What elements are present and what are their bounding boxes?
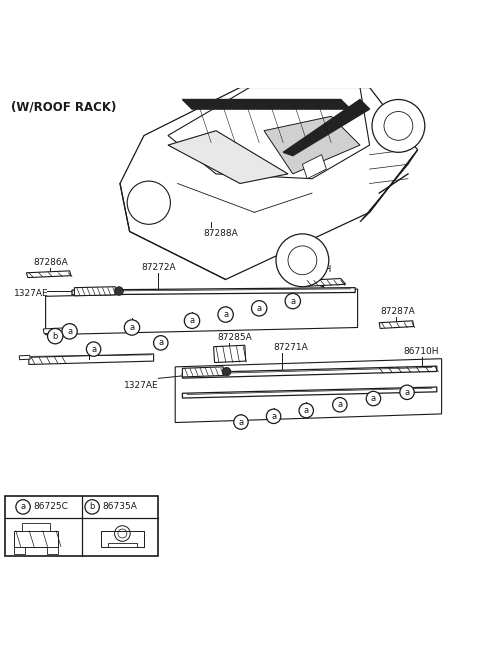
Text: a: a [21, 502, 25, 512]
Circle shape [222, 367, 231, 376]
Polygon shape [182, 366, 437, 378]
Polygon shape [360, 150, 418, 222]
Polygon shape [120, 88, 418, 280]
Circle shape [252, 301, 267, 316]
Text: a: a [257, 304, 262, 313]
Text: a: a [158, 339, 163, 347]
Circle shape [299, 403, 313, 418]
Text: a: a [239, 417, 243, 426]
Circle shape [372, 100, 425, 153]
Text: b: b [52, 331, 58, 341]
Polygon shape [29, 354, 154, 364]
Circle shape [154, 335, 168, 350]
Circle shape [62, 324, 77, 339]
Text: a: a [271, 412, 276, 421]
Text: a: a [223, 310, 228, 319]
Polygon shape [108, 542, 137, 546]
Text: 86720H: 86720H [297, 265, 332, 274]
Circle shape [184, 313, 200, 328]
Circle shape [115, 287, 123, 295]
Circle shape [333, 398, 347, 412]
Polygon shape [47, 546, 58, 554]
Polygon shape [19, 356, 30, 360]
Polygon shape [182, 387, 437, 398]
Text: a: a [304, 406, 309, 415]
Polygon shape [72, 288, 355, 295]
Text: 86710H: 86710H [403, 347, 439, 356]
Polygon shape [302, 278, 346, 286]
Polygon shape [214, 345, 246, 362]
Circle shape [234, 415, 248, 429]
Circle shape [276, 234, 329, 287]
Polygon shape [182, 367, 223, 377]
Polygon shape [14, 531, 58, 546]
Circle shape [400, 385, 414, 400]
Text: 87288A: 87288A [204, 229, 238, 238]
Text: a: a [337, 400, 342, 409]
Text: 86725C: 86725C [34, 502, 69, 512]
Text: a: a [290, 297, 295, 306]
Circle shape [48, 328, 63, 344]
Text: 87272A: 87272A [141, 263, 176, 272]
Polygon shape [283, 100, 370, 156]
Polygon shape [74, 287, 115, 296]
Polygon shape [168, 88, 370, 179]
Text: b: b [89, 502, 95, 512]
Polygon shape [22, 523, 50, 531]
Polygon shape [101, 531, 144, 546]
Text: (W/ROOF RACK): (W/ROOF RACK) [11, 101, 116, 114]
Circle shape [266, 409, 281, 424]
Text: 87285A: 87285A [217, 333, 252, 342]
Polygon shape [379, 321, 414, 328]
Text: a: a [190, 316, 194, 326]
Polygon shape [182, 100, 350, 109]
Circle shape [285, 293, 300, 309]
Text: a: a [91, 345, 96, 354]
Text: 1327AE: 1327AE [14, 290, 49, 299]
Text: 87286A: 87286A [33, 258, 68, 267]
Circle shape [127, 181, 170, 224]
Text: a: a [371, 394, 376, 403]
Text: a: a [67, 327, 72, 336]
Text: 86735A: 86735A [103, 502, 138, 512]
Text: 87271A: 87271A [274, 343, 308, 352]
Text: 1327AE: 1327AE [124, 381, 159, 390]
Polygon shape [26, 271, 71, 278]
Circle shape [218, 307, 233, 322]
Polygon shape [264, 117, 360, 174]
Circle shape [124, 320, 140, 335]
Text: 87287A: 87287A [380, 307, 415, 316]
Polygon shape [14, 546, 25, 554]
Circle shape [85, 500, 99, 514]
Text: a: a [405, 388, 409, 397]
Polygon shape [302, 155, 326, 179]
Polygon shape [43, 328, 63, 334]
Polygon shape [168, 131, 288, 183]
Text: a: a [130, 323, 134, 332]
Circle shape [16, 500, 30, 514]
Circle shape [86, 342, 101, 356]
Circle shape [366, 391, 381, 405]
